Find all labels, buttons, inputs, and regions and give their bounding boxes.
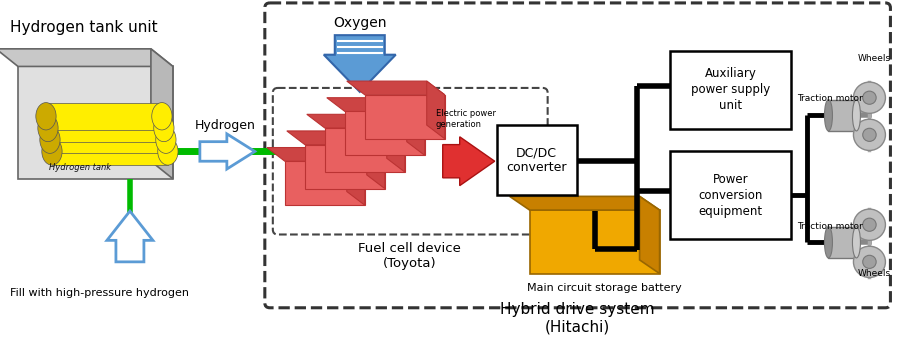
Polygon shape [364, 95, 445, 139]
Text: Traction motor: Traction motor [797, 94, 863, 102]
Bar [497, 125, 577, 195]
Text: Electric power
generation: Electric power generation [436, 110, 496, 129]
Text: Hydrogen: Hydrogen [194, 119, 256, 131]
Polygon shape [305, 145, 385, 189]
Bar [52, 138, 168, 165]
Polygon shape [327, 98, 425, 112]
Ellipse shape [824, 100, 832, 131]
Text: Hybrid drive system
(Hitachi): Hybrid drive system (Hitachi) [500, 302, 655, 335]
Polygon shape [266, 148, 364, 161]
Polygon shape [346, 148, 364, 205]
Bar [829, 100, 857, 131]
Circle shape [853, 82, 886, 113]
Polygon shape [346, 81, 445, 95]
Polygon shape [345, 112, 425, 155]
Text: Fill with high-pressure hydrogen: Fill with high-pressure hydrogen [10, 288, 189, 298]
Polygon shape [200, 134, 255, 169]
Polygon shape [427, 81, 445, 139]
Ellipse shape [154, 114, 174, 142]
Polygon shape [443, 137, 495, 186]
Circle shape [853, 119, 886, 150]
Circle shape [853, 209, 886, 240]
Ellipse shape [41, 138, 62, 165]
Text: Hydrogen tank unit: Hydrogen tank unit [10, 20, 158, 35]
Bar [670, 151, 791, 239]
Text: Wheels: Wheels [858, 269, 891, 278]
Ellipse shape [40, 126, 60, 153]
Text: Hydrogen tank: Hydrogen tank [49, 162, 111, 172]
Ellipse shape [36, 102, 56, 130]
Polygon shape [307, 114, 405, 128]
Circle shape [863, 255, 877, 268]
Ellipse shape [156, 126, 176, 153]
Ellipse shape [852, 100, 860, 131]
Polygon shape [151, 49, 173, 179]
Polygon shape [284, 161, 364, 205]
Polygon shape [387, 114, 405, 172]
Polygon shape [287, 131, 385, 145]
Polygon shape [18, 66, 173, 179]
Polygon shape [407, 98, 425, 155]
Text: DC/DC
converter: DC/DC converter [507, 146, 567, 174]
Polygon shape [640, 196, 660, 274]
Polygon shape [509, 196, 660, 210]
Circle shape [863, 218, 877, 231]
Bar [48, 114, 164, 142]
Text: Fuel cell device
(Toyota): Fuel cell device (Toyota) [358, 242, 461, 270]
Ellipse shape [158, 138, 178, 165]
Polygon shape [367, 131, 385, 189]
Text: Power
conversion
equipment: Power conversion equipment [698, 173, 762, 218]
Polygon shape [324, 35, 396, 92]
Bar [829, 227, 857, 258]
Ellipse shape [824, 227, 832, 258]
Polygon shape [107, 211, 153, 262]
Circle shape [863, 91, 877, 104]
Polygon shape [325, 128, 405, 172]
Ellipse shape [38, 114, 58, 142]
Bar [46, 102, 162, 130]
Bar [50, 126, 166, 153]
Text: Oxygen: Oxygen [333, 16, 386, 30]
Polygon shape [0, 49, 173, 66]
Bar [670, 51, 791, 129]
Circle shape [863, 128, 877, 142]
Ellipse shape [852, 227, 860, 258]
Circle shape [853, 246, 886, 277]
Text: Auxiliary
power supply
unit: Auxiliary power supply unit [691, 67, 770, 113]
Text: Main circuit storage battery: Main circuit storage battery [527, 283, 682, 293]
Text: Wheels: Wheels [858, 54, 891, 63]
Text: Traction motor: Traction motor [797, 222, 863, 231]
Ellipse shape [152, 102, 172, 130]
Polygon shape [530, 210, 660, 274]
